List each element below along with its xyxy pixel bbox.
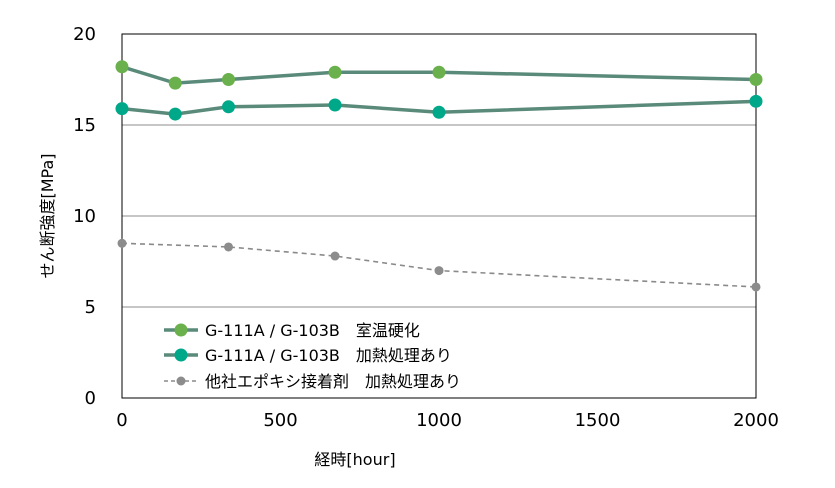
data-point — [222, 73, 236, 86]
data-point — [115, 60, 129, 74]
data-point — [749, 94, 763, 108]
gridlines — [122, 124, 756, 308]
data-point — [432, 65, 446, 79]
y-tick-labels: 0 5 10 15 20 — [73, 24, 96, 409]
legend-swatch-marker — [174, 348, 188, 362]
data-point — [432, 105, 446, 119]
y-axis-title: せん断強度[MPa] — [38, 153, 57, 278]
legend-label: G-111A / G-103B 加熱処理あり — [205, 346, 452, 365]
data-point — [168, 76, 182, 90]
series-line-1 — [121, 65, 757, 85]
data-point — [224, 242, 234, 252]
legend: G-111A / G-103B 室温硬化 G-111A / G-103B 加熱処理… — [164, 321, 461, 391]
x-tick-label: 1500 — [575, 410, 621, 431]
x-tick-labels: 0 500 1000 1500 2000 — [116, 410, 779, 431]
y-tick-label: 0 — [85, 388, 96, 409]
x-tick-label: 0 — [116, 410, 127, 431]
data-point — [434, 266, 444, 276]
series-layer — [115, 60, 763, 292]
legend-label: 他社エポキシ接着剤 加熱処理あり — [205, 372, 461, 391]
legend-swatch-marker — [174, 323, 188, 337]
y-tick-label: 10 — [73, 206, 96, 227]
x-axis-title: 経時[hour] — [314, 450, 395, 469]
data-point — [328, 65, 342, 79]
legend-swatch-marker — [176, 376, 186, 386]
data-point — [330, 251, 340, 261]
data-point — [115, 102, 129, 116]
data-point — [328, 98, 342, 112]
plot-area — [121, 33, 757, 399]
y-tick-label: 15 — [73, 115, 96, 136]
y-tick-label: 5 — [85, 297, 96, 318]
x-tick-label: 1000 — [416, 410, 462, 431]
series-line-3 — [121, 242, 757, 288]
x-tick-label: 500 — [263, 410, 297, 431]
legend-label: G-111A / G-103B 室温硬化 — [205, 321, 420, 340]
y-tick-label: 20 — [73, 24, 96, 45]
data-point — [749, 73, 763, 86]
data-point — [222, 100, 236, 114]
data-point — [168, 107, 182, 121]
data-point — [117, 238, 127, 248]
x-tick-label: 2000 — [733, 410, 779, 431]
series-line-2 — [121, 99, 757, 116]
data-point — [751, 282, 761, 292]
